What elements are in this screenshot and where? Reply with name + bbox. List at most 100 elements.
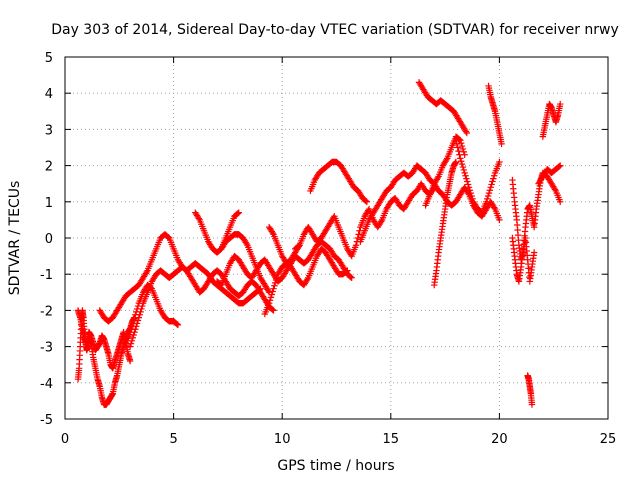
y-tick-label: -4 [40, 377, 53, 392]
data-point [458, 142, 466, 150]
data-point [267, 294, 275, 301]
y-tick-label: -1 [40, 268, 53, 283]
data-point [271, 282, 278, 289]
data-point [133, 320, 141, 327]
data-point [460, 166, 467, 174]
x-tick-label: 10 [274, 432, 291, 447]
data-point [487, 184, 494, 191]
y-tick-label: 3 [45, 123, 53, 138]
data-point [557, 100, 564, 108]
data-point [137, 308, 144, 316]
data-point [452, 158, 460, 166]
data-point [344, 267, 351, 274]
data-point [126, 343, 134, 350]
data-point [378, 218, 385, 225]
data-point [268, 291, 275, 298]
data-point [459, 163, 467, 171]
data-point [468, 192, 475, 200]
data-point [465, 184, 473, 191]
data-point [496, 158, 503, 166]
data-point [443, 156, 450, 164]
data-point [463, 175, 470, 182]
x-tick-label: 25 [600, 432, 617, 447]
x-tick-label: 0 [61, 432, 69, 447]
data-point [488, 181, 495, 188]
data-point [463, 129, 471, 137]
data-point [265, 299, 273, 307]
data-point [462, 128, 470, 135]
data-point [489, 178, 496, 185]
data-point [135, 314, 143, 321]
data-point [126, 357, 134, 365]
data-point [348, 274, 355, 282]
data-point [530, 249, 538, 256]
data-point [234, 210, 242, 217]
data-point [490, 172, 498, 179]
x-tick-label: 15 [383, 432, 400, 447]
data-point [272, 276, 280, 284]
data-point [464, 181, 472, 188]
y-tick-label: 2 [45, 160, 53, 175]
x-tick-label: 20 [491, 432, 508, 447]
x-axis-label: GPS time / hours [277, 458, 394, 474]
chart-title: Day 303 of 2014, Sidereal Day-to-day VTE… [51, 22, 619, 38]
data-point [130, 331, 137, 339]
data-point [270, 307, 277, 314]
data-point [235, 209, 242, 216]
data-point [363, 198, 371, 205]
data-point [498, 140, 505, 148]
data-point [456, 136, 463, 143]
y-tick-label: 0 [45, 232, 53, 247]
data-point [455, 147, 462, 155]
data-point [273, 273, 281, 281]
data-point [458, 160, 466, 168]
data-point [272, 279, 279, 287]
data-point [173, 320, 181, 328]
data-point [485, 189, 493, 197]
data-point [270, 285, 277, 292]
data-point [557, 198, 564, 205]
data-point [132, 326, 139, 333]
y-tick-label: 1 [45, 196, 53, 211]
data-point [195, 215, 202, 222]
y-axis-label: SDTVAR / TECUs [7, 181, 23, 296]
data-point [138, 305, 145, 313]
y-tick-label: -3 [40, 341, 53, 356]
data-point [460, 148, 467, 156]
data-point [133, 323, 140, 330]
data-point [174, 321, 182, 329]
data-point [528, 401, 536, 408]
y-tick-label: 4 [45, 87, 53, 102]
data-point [457, 158, 465, 165]
data-point [347, 273, 355, 281]
data-point [243, 240, 250, 247]
data-point [461, 169, 468, 177]
data-point [354, 234, 361, 242]
data-point [456, 151, 463, 158]
data-point [453, 140, 461, 148]
data-point [486, 187, 494, 194]
data-point [466, 187, 474, 194]
data-point [459, 145, 467, 153]
data-point [483, 198, 490, 205]
data-point [551, 186, 559, 193]
data-point [490, 175, 497, 182]
y-tick-label: -2 [40, 304, 53, 319]
data-point [355, 231, 362, 238]
data-point [269, 288, 276, 295]
y-tick-label: -5 [40, 413, 53, 428]
data-point [457, 155, 464, 162]
data-point [269, 306, 276, 313]
data-point [434, 174, 441, 182]
x-tick-label: 5 [169, 432, 177, 447]
data-point [128, 337, 136, 345]
data-point [484, 192, 492, 200]
data-point [127, 340, 135, 347]
data-point [462, 172, 469, 179]
data-point [362, 197, 370, 205]
data-point [464, 178, 471, 185]
data-point [452, 137, 460, 144]
data-point [496, 216, 503, 224]
data-point [457, 139, 465, 147]
